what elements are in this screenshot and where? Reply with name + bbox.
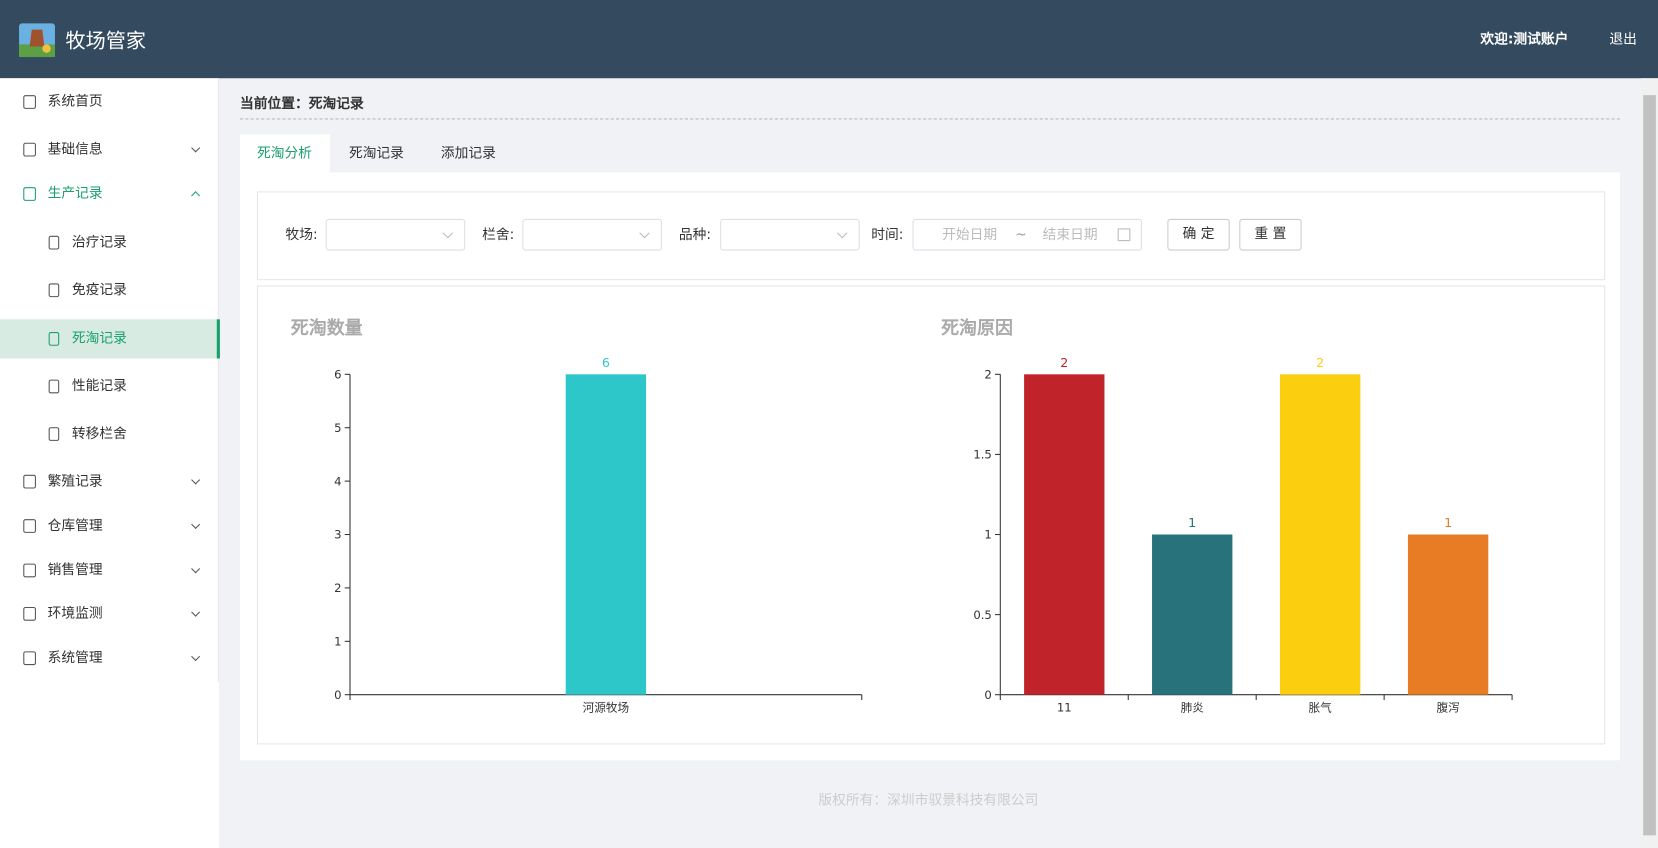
calendar-icon [1117, 228, 1131, 242]
nav-item[interactable]: 仓库管理 [0, 506, 219, 546]
nav-label: 基础信息 [47, 141, 103, 158]
nav-subitem[interactable]: 治疗记录 [0, 223, 219, 263]
nav-label: 繁殖记录 [47, 473, 103, 490]
bar [1407, 534, 1489, 695]
value-label: 2 [1060, 355, 1068, 370]
bar [1024, 374, 1105, 695]
reset-button[interactable]: 重 置 [1239, 218, 1302, 251]
x-tick-label: 11 [1057, 701, 1072, 715]
nav-label: 治疗记录 [71, 234, 127, 251]
filter-label: 品种: [678, 227, 711, 244]
divider [240, 118, 1620, 120]
tab[interactable]: 添加记录 [440, 145, 496, 162]
nav-subitem-active[interactable]: 死淘记录 [0, 319, 220, 359]
nav-label: 死淘记录 [71, 330, 127, 347]
nav-label: 环境监测 [47, 605, 103, 622]
value-label: 2 [1316, 355, 1324, 370]
nav-item[interactable]: 生产记录 [0, 174, 219, 214]
y-tick-label: 0.5 [973, 608, 992, 622]
nav-item[interactable]: 环境监测 [0, 594, 219, 634]
chart-title: 死淘数量 [291, 317, 363, 339]
nav-item[interactable]: 系统管理 [0, 639, 219, 679]
nav-item[interactable]: 销售管理 [0, 551, 219, 591]
breed-select[interactable] [720, 218, 860, 251]
nav-label: 免疫记录 [71, 282, 127, 299]
x-tick-label: 河源牧场 [583, 701, 630, 715]
nav-subitem[interactable]: 免疫记录 [0, 271, 219, 311]
tab-active-bg [240, 134, 330, 174]
scrollbar-thumb[interactable] [1643, 95, 1656, 836]
nav-subitem[interactable]: 转移栏舍 [0, 415, 219, 455]
welcome: 欢迎:测试账户 [1480, 31, 1569, 48]
nav-label: 仓库管理 [47, 518, 103, 534]
sidebar: 系统首页 基础信息 生产记录 治疗记录 免疫记录 死淘记录 性能记录 转移栏舍 … [0, 78, 220, 848]
nav-label: 性能记录 [71, 378, 127, 395]
y-tick-label: 6 [334, 368, 341, 382]
pen-select[interactable] [522, 218, 662, 251]
logout[interactable]: 退出 [1609, 31, 1637, 48]
y-tick-label: 0 [334, 688, 341, 702]
nav-item[interactable]: 基础信息 [0, 130, 219, 170]
nav-label: 系统管理 [47, 650, 103, 667]
bar [565, 374, 647, 695]
value-label: 1 [1444, 515, 1452, 530]
y-tick-label: 1 [984, 528, 991, 542]
bar [1152, 534, 1233, 695]
nav-subitem[interactable]: 性能记录 [0, 367, 219, 407]
nav-label: 系统首页 [47, 94, 103, 110]
y-tick-label: 1 [334, 635, 341, 649]
y-tick-label: 0 [984, 688, 991, 702]
date-range[interactable] [912, 218, 1142, 251]
footer: 版权所有：深圳市驭景科技有限公司 [818, 793, 1039, 809]
breadcrumb: 当前位置：死淘记录 [240, 96, 364, 113]
filter-label: 牧场: [285, 227, 318, 244]
x-tick-label: 肺炎 [1181, 701, 1205, 715]
chart-panel [256, 285, 1606, 745]
y-tick-label: 2 [334, 581, 341, 595]
header: 牧场管家 欢迎:测试账户 退出 [0, 0, 1658, 79]
y-tick-label: 2 [984, 368, 991, 382]
nav-item[interactable]: 繁殖记录 [0, 462, 219, 502]
value-label: 6 [602, 355, 610, 370]
farm-select[interactable] [325, 218, 466, 251]
value-label: 1 [1188, 515, 1196, 530]
tab[interactable]: 死淘记录 [348, 145, 404, 162]
date-end[interactable]: 结束日期 [1042, 227, 1098, 244]
x-tick-label: 胀气 [1309, 701, 1333, 715]
y-tick-label: 1.5 [973, 448, 992, 462]
y-tick-label: 3 [334, 528, 341, 542]
chart-title: 死淘原因 [941, 317, 1013, 339]
date-start[interactable]: 开始日期 [942, 227, 998, 244]
x-tick-label: 腹泻 [1436, 701, 1459, 715]
nav-label: 生产记录 [47, 186, 103, 202]
date-separator: ~ [1015, 227, 1027, 244]
y-tick-label: 5 [334, 421, 341, 435]
nav-label: 转移栏舍 [71, 426, 127, 442]
logo [19, 23, 55, 58]
y-tick-label: 4 [334, 474, 341, 488]
filter-label: 栏舍: [482, 227, 515, 244]
app-name: 牧场管家 [65, 29, 146, 53]
filter-bar [256, 191, 1606, 281]
confirm-button[interactable]: 确 定 [1167, 218, 1230, 251]
tab[interactable]: 死淘分析 [256, 145, 312, 162]
bar [1279, 374, 1361, 695]
filter-label: 时间: [871, 227, 904, 244]
nav-label: 销售管理 [47, 562, 103, 579]
nav-item[interactable]: 系统首页 [0, 82, 219, 122]
